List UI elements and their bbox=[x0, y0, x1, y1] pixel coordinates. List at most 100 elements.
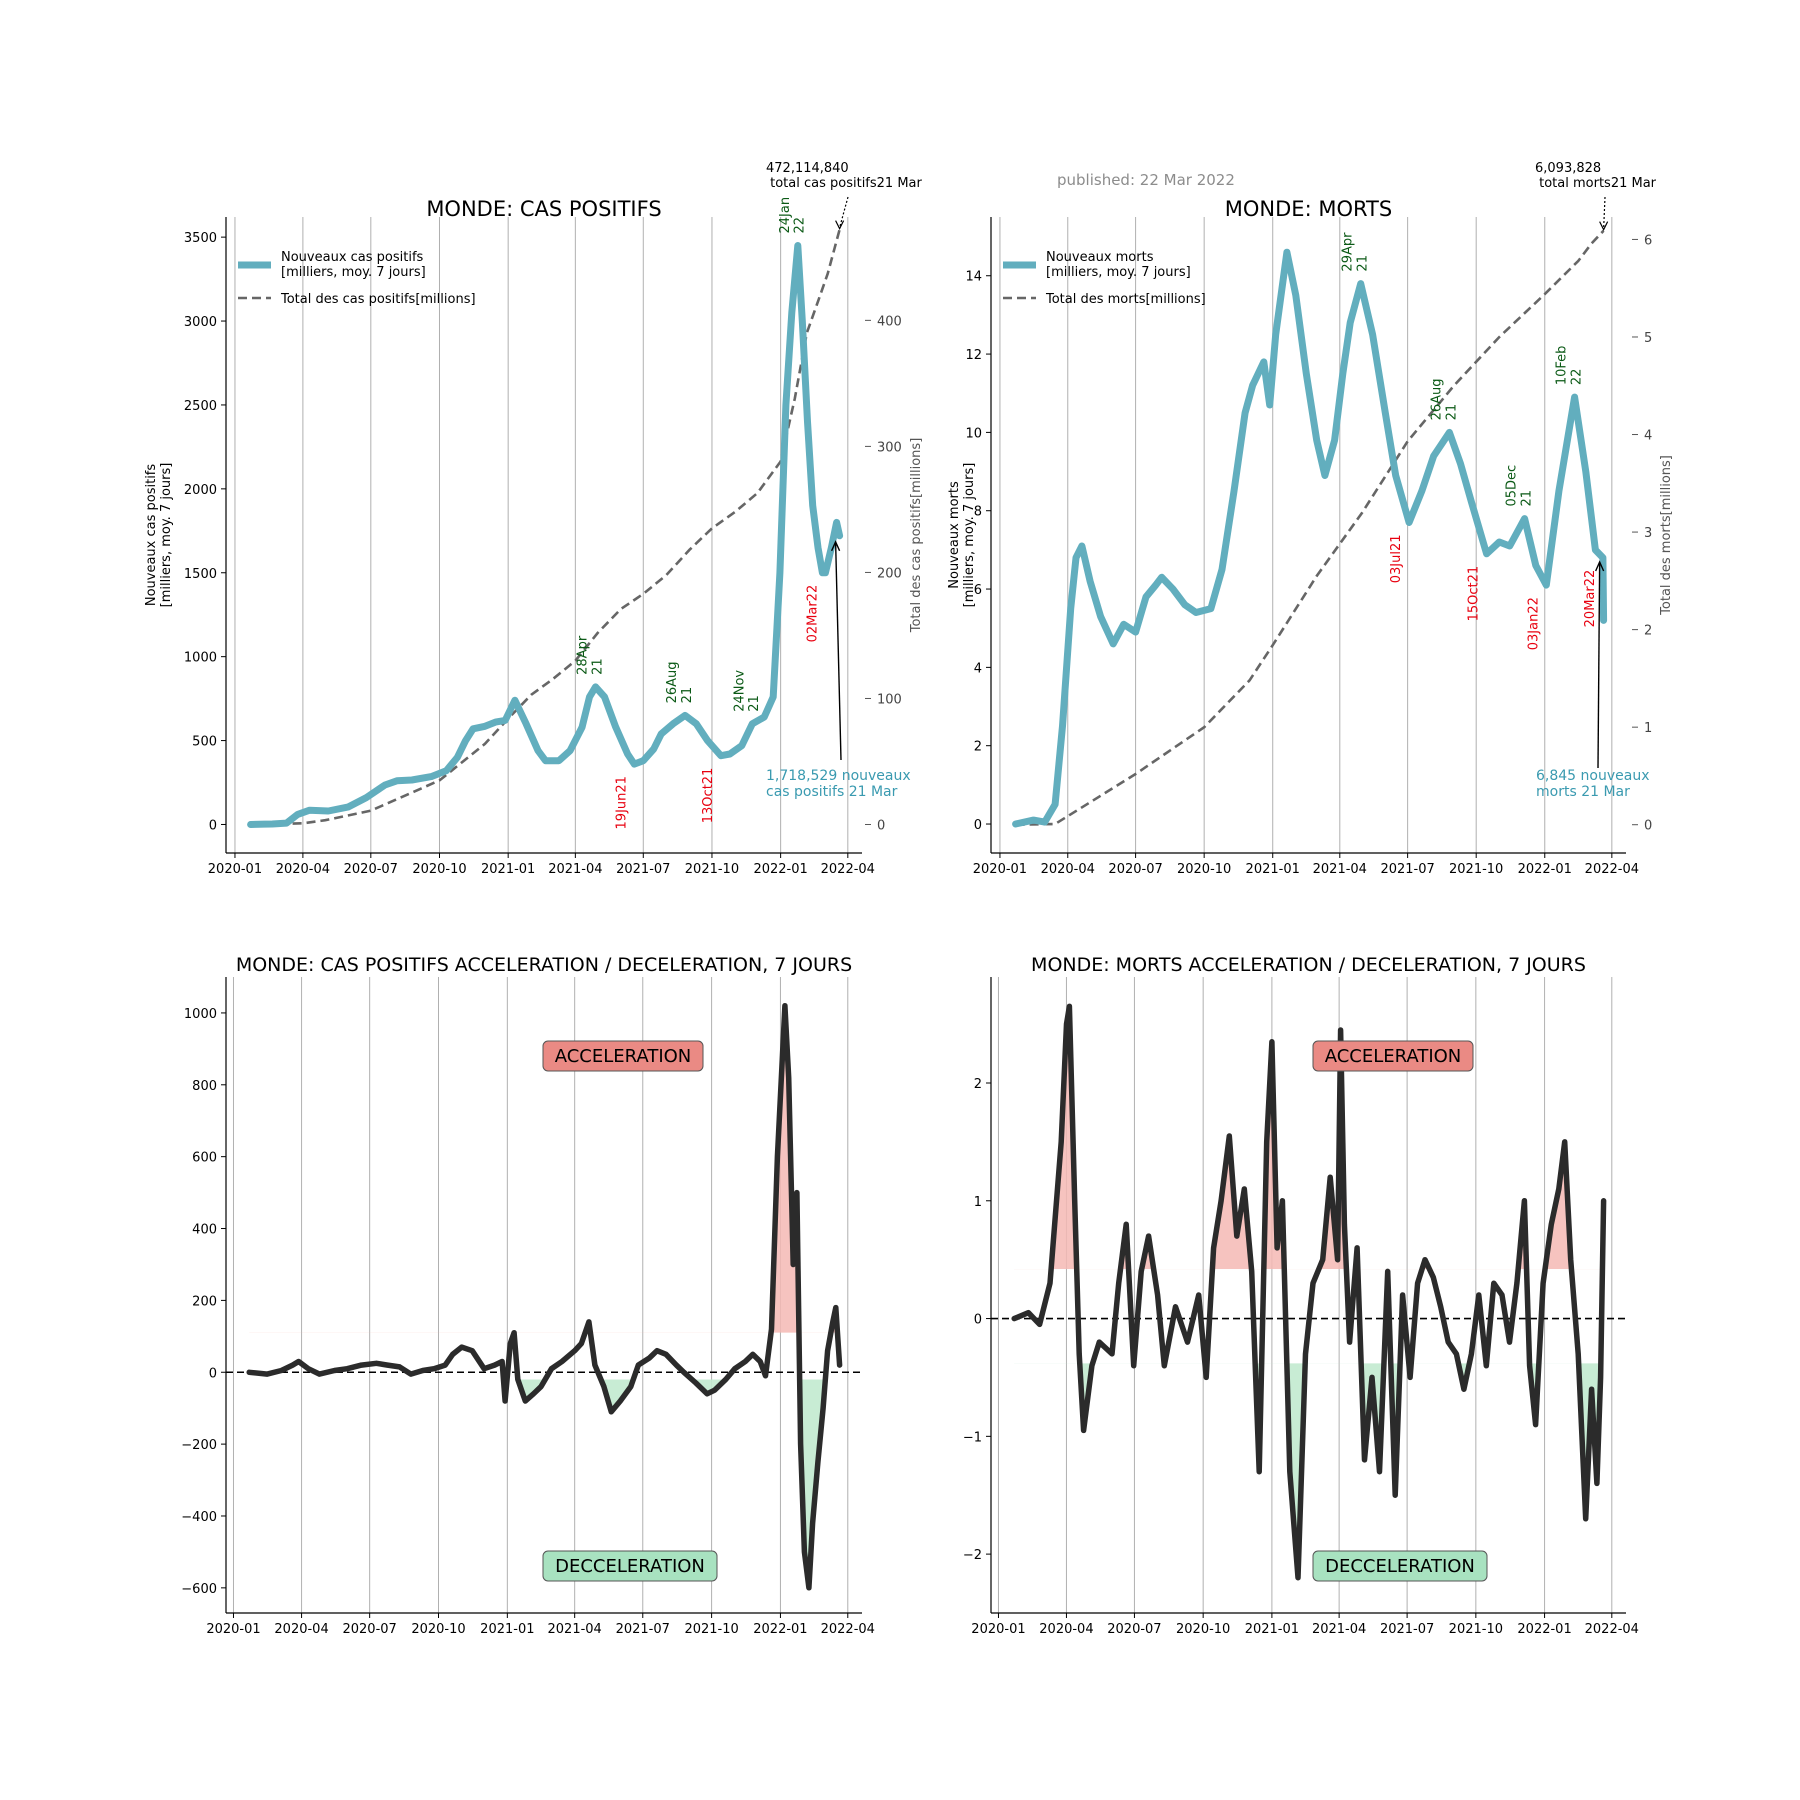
series-line-cumulative bbox=[250, 229, 841, 826]
x-tick-label: 2022-01 bbox=[753, 862, 807, 877]
y2-tick-label: 100 bbox=[877, 692, 902, 707]
y-tick-label: 2 bbox=[974, 1077, 982, 1092]
y-tick-label: 3500 bbox=[184, 231, 217, 246]
peak-label: 24Jan22 bbox=[778, 197, 808, 234]
y-tick-label: 4 bbox=[974, 661, 982, 676]
y2-tick-label: 3 bbox=[1644, 526, 1652, 541]
y-tick-label: −2 bbox=[963, 1548, 982, 1563]
trough-label: 03Jan22 bbox=[1526, 597, 1541, 650]
y-axis-label-text: Nouveaux cas positifs[milliers, moy. 7 j… bbox=[144, 463, 174, 608]
x-tick-label: 2020-10 bbox=[412, 862, 466, 877]
y-tick-label: −600 bbox=[181, 1582, 217, 1597]
x-tick-label: 2021-01 bbox=[1245, 1622, 1299, 1637]
x-tick-label: 2020-01 bbox=[973, 862, 1027, 877]
trough-label: 03Jul21 bbox=[1389, 534, 1404, 583]
latest-annotation-arrowhead bbox=[1595, 560, 1605, 572]
x-tick-label: 2021-07 bbox=[616, 1622, 670, 1637]
total-annotation: 6,093,828 total morts21 Mar bbox=[1535, 161, 1657, 191]
y-tick-label: 8 bbox=[974, 505, 982, 520]
y2-axis-label-text: Total des cas positifs[millions] bbox=[909, 438, 924, 634]
x-tick-label: 2021-04 bbox=[548, 1622, 602, 1637]
series-line-new bbox=[1012, 248, 1608, 828]
x-tick-label: 2021-04 bbox=[548, 862, 602, 877]
peak-label: 29Apr21 bbox=[1341, 232, 1371, 272]
x-tick-label: 2020-10 bbox=[1177, 862, 1231, 877]
trough-label-text: 13Oct21 bbox=[701, 768, 716, 824]
y2-tick-label: 4 bbox=[1644, 429, 1652, 444]
peak-label-text: 26Aug21 bbox=[1429, 378, 1459, 420]
trough-label: 20Mar22 bbox=[1583, 570, 1598, 628]
x-tick-label: 2022-04 bbox=[821, 1622, 875, 1637]
x-tick-label: 2020-04 bbox=[276, 862, 330, 877]
peak-label: 05Dec21 bbox=[1505, 465, 1535, 507]
peak-label: 28Apr21 bbox=[576, 635, 606, 675]
acceleration-series-line bbox=[1011, 1003, 1607, 1581]
legend-label-cumulative: Total des morts[millions] bbox=[1045, 292, 1206, 307]
y-tick-label: 2500 bbox=[184, 399, 217, 414]
x-tick-label: 2020-01 bbox=[208, 862, 262, 877]
y-tick-label: 12 bbox=[965, 348, 982, 363]
x-tick-label: 2022-01 bbox=[753, 1622, 807, 1637]
total-annotation-arrowhead bbox=[1599, 221, 1609, 231]
y-tick-label: 500 bbox=[192, 735, 217, 750]
deceleration-box bbox=[1312, 1550, 1488, 1582]
x-tick-label: 2021-10 bbox=[1449, 1622, 1503, 1637]
x-tick-label: 2021-10 bbox=[685, 862, 739, 877]
y-tick-label: 400 bbox=[192, 1223, 217, 1238]
chart-title: MONDE: MORTS bbox=[1225, 197, 1392, 221]
trough-label-text: 20Mar22 bbox=[1583, 570, 1598, 628]
x-tick-label: 2020-07 bbox=[1107, 1622, 1161, 1637]
x-tick-label: 2020-07 bbox=[1108, 862, 1162, 877]
latest-annotation: 6,845 nouveaux morts 21 Mar bbox=[1536, 768, 1649, 800]
trough-label-text: 15Oct21 bbox=[1467, 566, 1482, 622]
x-tick-label: 2022-01 bbox=[1517, 1622, 1571, 1637]
y2-axis-label: Total des morts[millions] bbox=[1659, 455, 1674, 616]
peak-label: 24Nov21 bbox=[732, 670, 762, 712]
y-tick-label: −1 bbox=[963, 1430, 982, 1445]
deceleration-label: DECCELERATION bbox=[555, 1556, 705, 1577]
x-tick-label: 2021-01 bbox=[1246, 862, 1300, 877]
y-axis-label: Nouveaux morts[milliers, moy. 7 jours] bbox=[947, 463, 977, 608]
acceleration-box bbox=[1312, 1040, 1474, 1072]
acceleration-box bbox=[542, 1040, 704, 1072]
y-tick-label: −200 bbox=[181, 1438, 217, 1453]
y2-tick-label: 300 bbox=[877, 440, 902, 455]
y2-axis-label-text: Total des morts[millions] bbox=[1659, 455, 1674, 616]
trough-label: 15Oct21 bbox=[1467, 566, 1482, 622]
trough-label-text: 03Jan22 bbox=[1526, 597, 1541, 650]
y-tick-label: 6 bbox=[974, 583, 982, 598]
x-tick-label: 2021-10 bbox=[684, 1622, 738, 1637]
peak-label-text: 24Jan22 bbox=[778, 197, 808, 234]
y2-tick-label: 1 bbox=[1644, 721, 1652, 736]
y2-tick-label: 0 bbox=[1644, 819, 1652, 834]
y-tick-label: 800 bbox=[192, 1079, 217, 1094]
y-tick-label: 3000 bbox=[184, 315, 217, 330]
y-tick-label: 10 bbox=[965, 426, 982, 441]
series-line-new bbox=[247, 242, 844, 828]
trough-label: 02Mar22 bbox=[805, 585, 820, 643]
latest-annotation: 1,718,529 nouveaux cas positifs 21 Mar bbox=[766, 768, 911, 800]
total-annotation-arrowhead bbox=[835, 220, 845, 230]
deceleration-fill bbox=[503, 1379, 826, 1588]
peak-label-text: 05Dec21 bbox=[1505, 465, 1535, 507]
y-tick-label: 2000 bbox=[184, 483, 217, 498]
y-tick-label: 2 bbox=[974, 740, 982, 755]
x-tick-label: 2020-04 bbox=[1039, 1622, 1093, 1637]
x-tick-label: 2021-07 bbox=[1380, 862, 1434, 877]
x-tick-label: 2020-01 bbox=[206, 1622, 260, 1637]
chart-title: MONDE: MORTS ACCELERATION / DECELERATION… bbox=[1031, 954, 1586, 976]
x-tick-label: 2020-04 bbox=[1041, 862, 1095, 877]
legend-label-new: Nouveaux morts [milliers, moy. 7 jours] bbox=[1046, 250, 1191, 280]
acceleration-series-line bbox=[246, 1002, 843, 1591]
x-tick-label: 2020-07 bbox=[344, 862, 398, 877]
published-label: published: 22 Mar 2022 bbox=[1057, 171, 1235, 189]
y2-tick-label: 0 bbox=[877, 819, 885, 834]
trough-label-text: 19Jun21 bbox=[614, 776, 629, 829]
y-tick-label: 1500 bbox=[184, 567, 217, 582]
y2-tick-label: 400 bbox=[877, 314, 902, 329]
latest-annotation-arrowhead bbox=[830, 540, 841, 552]
x-tick-label: 2020-10 bbox=[411, 1622, 465, 1637]
acceleration-label: ACCELERATION bbox=[555, 1046, 692, 1067]
acceleration-label: ACCELERATION bbox=[1325, 1046, 1462, 1067]
